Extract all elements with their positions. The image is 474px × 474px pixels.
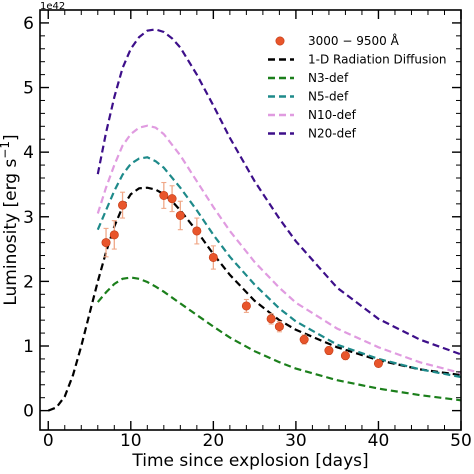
observation-point xyxy=(241,301,251,311)
legend: 3000 − 9500 Å 1-D Radiation Diffusion N3-d… xyxy=(268,33,447,141)
observation-point xyxy=(101,238,111,248)
observation-point xyxy=(175,210,185,220)
y-tick-label: 0 xyxy=(23,402,34,422)
observation-point xyxy=(167,194,177,204)
observation-point xyxy=(118,200,128,210)
legend-label-n3-def: N3-def xyxy=(308,71,349,85)
y-offset-label: 1e42 xyxy=(40,1,65,12)
series-line-n3-def xyxy=(96,276,461,402)
x-tick-label: 30 xyxy=(285,431,307,451)
y-tick-label: 6 xyxy=(23,14,34,34)
observation-layer xyxy=(101,181,383,368)
y-tick-label: 5 xyxy=(23,79,34,99)
x-tick-label: 0 xyxy=(43,431,54,451)
observation-point xyxy=(109,230,119,240)
observation-point xyxy=(266,314,276,324)
x-tick-label: 10 xyxy=(120,431,142,451)
y-axis-label: Luminosity [erg s−1] xyxy=(0,134,21,305)
legend-label-n10-def: N10-def xyxy=(308,108,357,122)
legend-label-n20-def: N20-def xyxy=(308,127,357,141)
axes-frame xyxy=(39,9,462,431)
x-tick-label: 40 xyxy=(368,431,390,451)
series-line-n5-def xyxy=(96,156,461,379)
series-line-n20-def xyxy=(96,28,461,356)
y-tick-label: 4 xyxy=(23,143,34,163)
series-line-n10-def xyxy=(96,124,461,375)
observation-point xyxy=(274,322,284,332)
x-tick-label: 50 xyxy=(450,431,472,451)
y-tick-label: 1 xyxy=(23,337,34,357)
observation-point xyxy=(373,358,383,368)
observation-point xyxy=(340,351,350,361)
observation-point xyxy=(159,190,169,200)
x-tick-label: 20 xyxy=(203,431,225,451)
legend-label-1-d-radiation-diffusion: 1-D Radiation Diffusion xyxy=(308,53,447,67)
series-line-1-d-radiation-diffusion xyxy=(47,186,461,412)
y-tick-label: 2 xyxy=(23,272,34,292)
observation-point xyxy=(324,346,334,356)
legend-label-n5-def: N5-def xyxy=(308,90,349,104)
observation-point xyxy=(192,226,202,236)
legend-label-observations: 3000 − 9500 Å xyxy=(308,33,400,48)
series-layer xyxy=(47,28,461,412)
ticks-layer: 0 10 20 30 40 50 0 1 2 3 4 5 6 xyxy=(23,10,472,451)
x-axis-label: Time since explosion [days] xyxy=(131,451,368,471)
y-tick-label: 3 xyxy=(23,208,34,228)
legend-marker-observations xyxy=(275,36,285,46)
observation-point xyxy=(299,335,309,345)
observation-point xyxy=(208,252,218,262)
